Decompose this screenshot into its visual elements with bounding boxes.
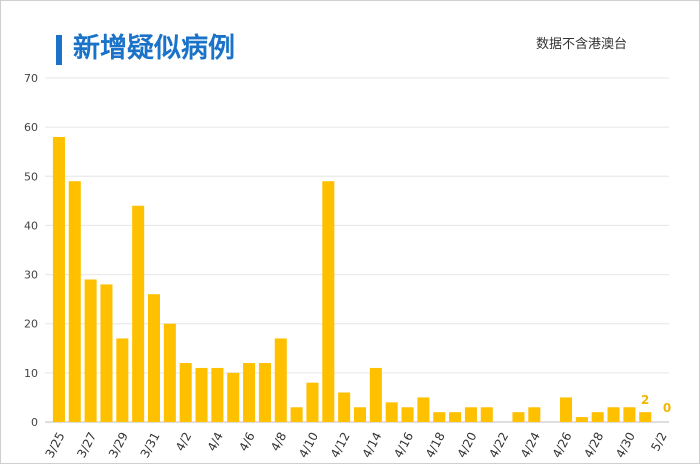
bar: [480, 407, 493, 422]
y-tick-label: 70: [24, 72, 38, 85]
bar: [464, 407, 477, 422]
data-label: 0: [663, 401, 671, 415]
x-tick-label: 5/2: [648, 430, 669, 454]
x-tick-label: 4/2: [173, 430, 194, 454]
y-tick-label: 10: [24, 367, 38, 380]
bar: [116, 338, 129, 422]
bar: [84, 279, 97, 422]
bar: [163, 323, 176, 422]
bar: [243, 363, 256, 422]
bar: [211, 367, 224, 422]
x-tick-label: 3/27: [74, 430, 99, 460]
x-tick-label: 4/10: [296, 430, 321, 460]
x-tick-label: 3/31: [138, 430, 163, 460]
chart-title: 新增疑似病例: [73, 33, 235, 64]
y-tick-label: 40: [24, 219, 38, 232]
bar: [385, 402, 398, 422]
bar: [369, 367, 382, 422]
bar: [512, 412, 525, 422]
bar: [575, 417, 588, 422]
bar: [559, 397, 573, 422]
y-tick-label: 0: [31, 416, 38, 429]
bar: [353, 407, 367, 422]
bar: [607, 407, 620, 422]
bar: [147, 294, 161, 422]
x-tick-label: 4/24: [518, 430, 543, 460]
bar: [258, 363, 271, 422]
bar: [274, 338, 287, 422]
bar: [639, 412, 652, 422]
bar: [179, 363, 192, 422]
bar: [322, 181, 335, 422]
y-tick-label: 30: [24, 269, 38, 282]
bar: [528, 407, 541, 422]
x-tick-label: 4/6: [236, 430, 257, 454]
data-label: 2: [641, 393, 649, 407]
bar: [132, 205, 145, 422]
x-tick-label: 4/30: [613, 430, 638, 460]
bar: [290, 407, 303, 422]
bar: [52, 136, 65, 422]
title-accent-bar: [56, 35, 62, 65]
x-tick-label: 4/16: [391, 430, 416, 460]
bar: [449, 412, 462, 422]
x-tick-label: 4/22: [486, 430, 511, 460]
bar: [591, 412, 604, 422]
x-tick-label: 4/4: [205, 430, 226, 454]
x-tick-label: 4/14: [359, 430, 384, 460]
x-tick-label: 3/25: [43, 430, 68, 460]
data-note: 数据不含港澳台: [536, 37, 628, 52]
bar: [623, 407, 636, 422]
y-tick-label: 20: [24, 318, 38, 331]
x-tick-label: 4/12: [328, 430, 353, 460]
x-tick-label: 4/8: [268, 430, 289, 454]
bar: [227, 372, 240, 422]
bar: [306, 382, 319, 422]
bar: [338, 392, 351, 422]
x-tick-label: 4/28: [581, 430, 606, 460]
bar: [401, 407, 414, 422]
x-tick-label: 3/29: [106, 430, 131, 460]
y-tick-label: 60: [24, 121, 38, 134]
bar: [195, 367, 208, 422]
bar: [433, 412, 446, 422]
bar: [417, 397, 430, 422]
x-tick-label: 4/26: [550, 430, 575, 460]
bar: [68, 181, 81, 422]
x-tick-label: 4/18: [423, 430, 448, 460]
bar: [100, 284, 113, 422]
x-tick-label: 4/20: [455, 430, 480, 460]
y-tick-label: 50: [24, 170, 38, 183]
